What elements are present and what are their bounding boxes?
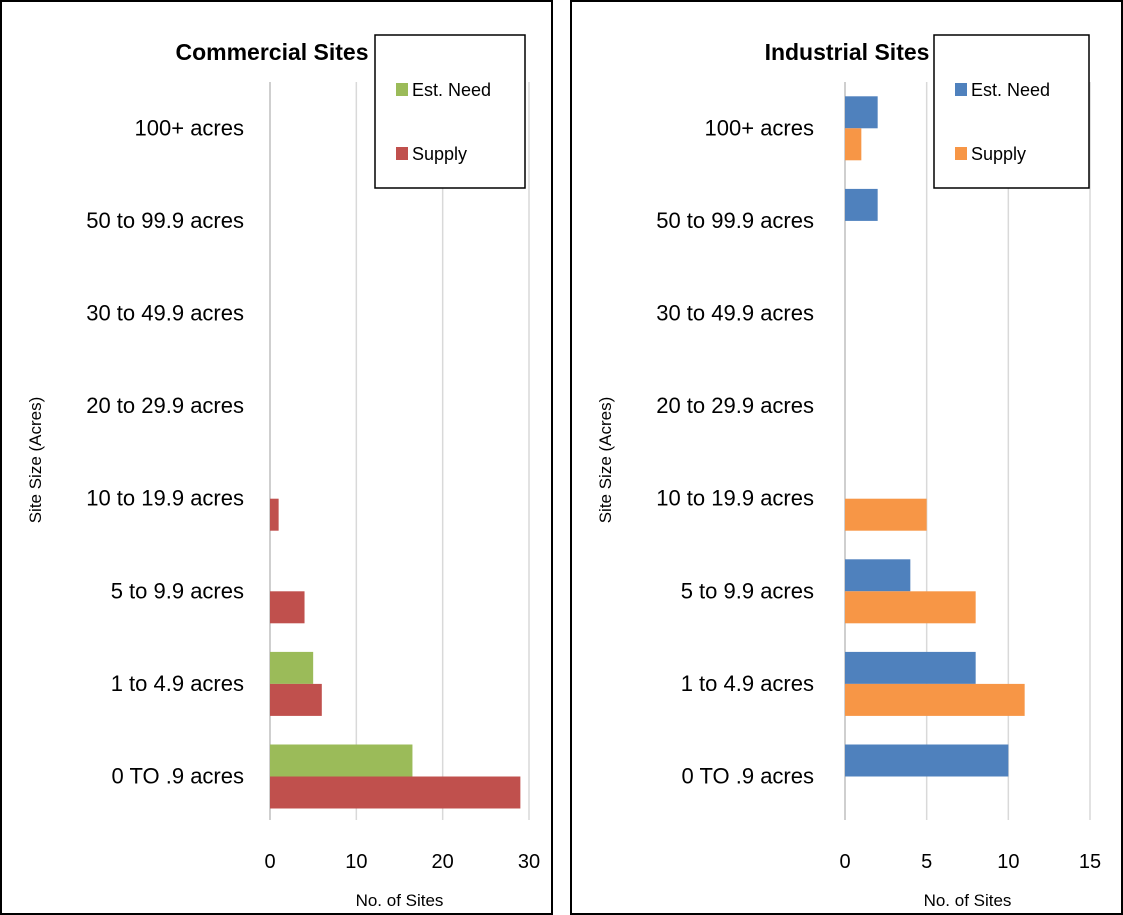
- bar-est-need-50-to-99-9-acres: [845, 188, 878, 221]
- category-label: 50 to 99.9 acres: [86, 208, 244, 233]
- bar-supply-0-to-9-acres: [270, 776, 521, 809]
- legend-swatch-supply: [396, 147, 408, 160]
- legend-label-supply: Supply: [412, 144, 467, 164]
- legend-label-est-need: Est. Need: [412, 80, 491, 100]
- category-label: 100+ acres: [705, 115, 814, 140]
- tick-label: 20: [432, 851, 454, 873]
- category-label: 100+ acres: [135, 115, 244, 140]
- bar-supply-10-to-19-9-acres: [270, 498, 279, 531]
- y-axis-label: Site Size (Acres): [596, 397, 615, 524]
- category-label: 30 to 49.9 acres: [656, 301, 814, 326]
- commercial-sites-chart-panel: Commercial Sites 0 TO .9 acres 1 to 4.9 ac…: [0, 0, 553, 915]
- bar-est-need-100-acres: [845, 96, 878, 129]
- category-label: 20 to 29.9 acres: [86, 393, 244, 418]
- tick-label: 0: [264, 851, 275, 873]
- category-label: 20 to 29.9 acres: [656, 393, 814, 418]
- category-label: 5 to 9.9 acres: [111, 578, 244, 603]
- category-label: 10 to 19.9 acres: [656, 486, 814, 511]
- legend-swatch-est-need: [396, 83, 408, 96]
- industrial-sites-chart: Industrial Sites 0 TO .9 acres 1 to 4.9 ac…: [596, 34, 1101, 910]
- legend-label-est-need: Est. Need: [971, 80, 1050, 100]
- legend-label-supply: Supply: [971, 144, 1026, 164]
- x-axis-label: No. of Sites: [924, 891, 1012, 910]
- bar-supply-10-to-19-9-acres: [845, 498, 927, 531]
- category-label: 50 to 99.9 acres: [656, 208, 814, 233]
- chart-title: Commercial Sites: [175, 39, 368, 65]
- category-label: 10 to 19.9 acres: [86, 486, 244, 511]
- bar-supply-1-to-4-9-acres: [270, 683, 322, 716]
- bar-supply-5-to-9-9-acres: [845, 591, 976, 624]
- category-label: 5 to 9.9 acres: [681, 578, 814, 603]
- legend-swatch-est-need: [955, 83, 967, 96]
- bar-supply-100-acres: [845, 128, 862, 161]
- tick-label: 15: [1079, 851, 1101, 873]
- y-axis-label: Site Size (Acres): [26, 397, 45, 524]
- tick-label: 10: [345, 851, 367, 873]
- category-label: 1 to 4.9 acres: [681, 671, 814, 696]
- legend-box: [933, 34, 1090, 189]
- category-label: 0 TO .9 acres: [112, 764, 244, 789]
- bar-supply-5-to-9-9-acres: [270, 591, 305, 624]
- tick-label: 30: [518, 851, 540, 873]
- industrial-sites-chart-panel: Industrial Sites 0 TO .9 acres 1 to 4.9 ac…: [570, 0, 1123, 915]
- bar-est-need-1-to-4-9-acres: [270, 651, 314, 684]
- category-label: 0 TO .9 acres: [682, 764, 814, 789]
- bar-est-need-0-to-9-acres: [845, 744, 1009, 777]
- category-label: 1 to 4.9 acres: [111, 671, 244, 696]
- commercial-sites-chart: Commercial Sites 0 TO .9 acres 1 to 4.9 ac…: [26, 34, 540, 910]
- bar-est-need-0-to-9-acres: [270, 744, 413, 777]
- category-label: 30 to 49.9 acres: [86, 301, 244, 326]
- legend-swatch-supply: [955, 147, 967, 160]
- chart-title: Industrial Sites: [765, 39, 930, 65]
- tick-label: 0: [839, 851, 850, 873]
- bar-est-need-5-to-9-9-acres: [845, 559, 911, 592]
- x-axis-label: No. of Sites: [356, 891, 444, 910]
- tick-label: 5: [921, 851, 932, 873]
- bar-supply-1-to-4-9-acres: [845, 683, 1025, 716]
- bar-est-need-1-to-4-9-acres: [845, 651, 976, 684]
- tick-label: 10: [997, 851, 1019, 873]
- legend-box: [374, 34, 526, 189]
